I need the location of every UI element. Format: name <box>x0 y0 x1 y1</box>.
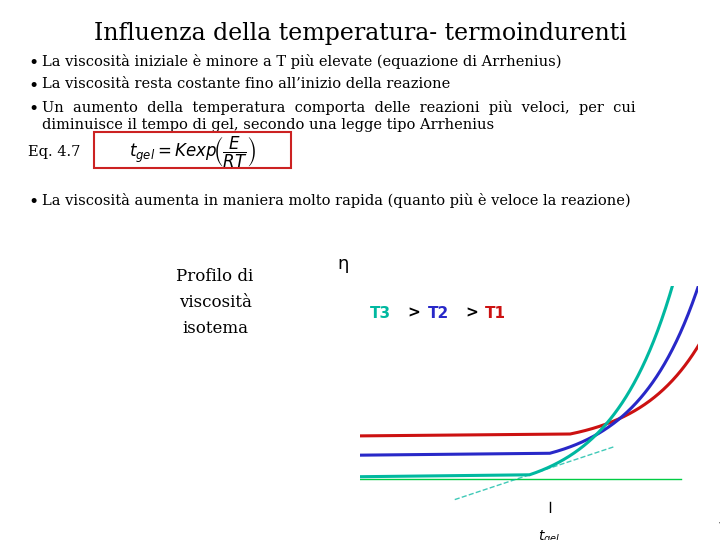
Text: >: > <box>408 306 420 321</box>
Text: η: η <box>338 254 348 273</box>
Text: •: • <box>28 54 38 72</box>
Text: T1: T1 <box>485 306 506 321</box>
Text: La viscosità aumenta in maniera molto rapida (quanto più è veloce la reazione): La viscosità aumenta in maniera molto ra… <box>42 193 631 208</box>
Text: t: t <box>719 518 720 536</box>
Text: T2: T2 <box>428 306 449 321</box>
Text: Influenza della temperatura- termoindurenti: Influenza della temperatura- termoindure… <box>94 22 626 45</box>
Text: diminuisce il tempo di gel, secondo una legge tipo Arrhenius: diminuisce il tempo di gel, secondo una … <box>42 118 494 132</box>
Text: Eq. 4.7: Eq. 4.7 <box>28 145 81 159</box>
Text: T3: T3 <box>370 306 391 321</box>
Text: Un  aumento  della  temperatura  comporta  delle  reazioni  più  veloci,  per  c: Un aumento della temperatura comporta de… <box>42 100 636 115</box>
FancyBboxPatch shape <box>94 132 291 168</box>
Text: >: > <box>465 306 477 321</box>
Text: •: • <box>28 77 38 95</box>
Text: La viscosità resta costante fino all’inizio della reazione: La viscosità resta costante fino all’ini… <box>42 77 450 91</box>
Text: •: • <box>28 100 38 118</box>
Text: Profilo di
viscosità
isotema: Profilo di viscosità isotema <box>176 268 253 337</box>
Text: •: • <box>28 193 38 211</box>
Text: La viscosità iniziale è minore a T più elevate (equazione di Arrhenius): La viscosità iniziale è minore a T più e… <box>42 54 562 69</box>
Text: $t_{gel}$: $t_{gel}$ <box>539 529 561 540</box>
Text: $\mathit{t}_{gel} = \mathit{K}\mathit{exp}\!\left(\dfrac{E}{RT}\right)$: $\mathit{t}_{gel} = \mathit{K}\mathit{ex… <box>129 134 256 170</box>
